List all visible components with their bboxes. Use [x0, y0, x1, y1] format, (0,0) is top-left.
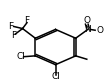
- Text: O: O: [96, 26, 103, 35]
- Text: N: N: [84, 25, 91, 34]
- Text: F: F: [11, 31, 16, 40]
- Text: Cl: Cl: [16, 52, 25, 61]
- Text: Cl: Cl: [51, 72, 60, 81]
- Text: F: F: [8, 22, 13, 31]
- Text: F: F: [24, 16, 30, 25]
- Text: O: O: [83, 16, 90, 25]
